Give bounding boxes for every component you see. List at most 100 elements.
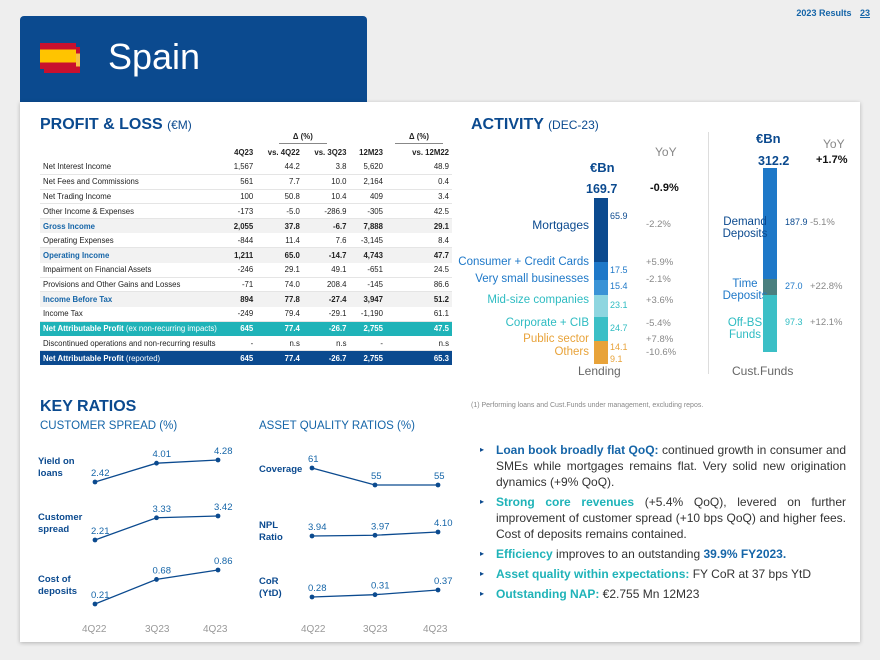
table-cell: 2,055 (225, 218, 257, 234)
table-cell: 50.8 (256, 189, 303, 205)
ratio-title: deposits (38, 586, 77, 597)
table-cell: 10.4 (302, 189, 350, 205)
lending-caption: Lending (578, 364, 621, 378)
table-cell: 42.5 (385, 203, 452, 219)
funds-yoy-header: YoY (823, 137, 845, 151)
table-cell: -844 (225, 233, 257, 249)
table-cell: 208.4 (302, 277, 350, 293)
table-cell: 10.0 (302, 174, 350, 190)
table-cell: 11.4 (256, 233, 303, 249)
lending-segment-value: 24.7 (610, 323, 628, 334)
table-cell: 29.1 (256, 262, 303, 278)
lending-yoy-header: YoY (655, 145, 677, 159)
row-label: Net Attributable Profit (43, 353, 124, 363)
row-label-cell: Operating Income (40, 247, 225, 263)
funds-segment-yoy: -5.1% (810, 217, 835, 229)
lending-segment-yoy: -2.1% (646, 274, 671, 285)
quarter-tick-label: 4Q22 (82, 624, 107, 635)
table-row: Net Trading Income 100 50.8 10.4 409 3.4 (40, 189, 452, 205)
table-cell: 2,164 (349, 174, 386, 190)
table-row: Net Attributable Profit (ex non-recurrin… (40, 321, 452, 336)
lending-segment-label: Mortgages (532, 218, 589, 232)
ratio-title: Cost of (38, 574, 72, 585)
table-cell: 5,620 (349, 159, 386, 175)
table-cell: 561 (225, 174, 257, 190)
column-header-row: 4Q23 vs. 4Q22 vs. 3Q23 12M23 vs. 12M22 (40, 145, 452, 160)
ratio-point (215, 567, 221, 573)
delta-header: Δ (%) (256, 131, 349, 145)
row-label: Income Before Tax (43, 294, 113, 304)
row-label: Income Tax (43, 309, 83, 319)
lending-total-yoy: -0.9% (650, 182, 679, 194)
bullet-item: Loan book broadly flat QoQ: continued gr… (480, 442, 846, 490)
lending-bar-segment (594, 262, 608, 280)
spain-flag-icon (40, 43, 80, 73)
ratio-title: spread (38, 524, 69, 535)
funds-segment-value: 27.0 (785, 280, 803, 291)
table-cell: -1,190 (349, 306, 386, 322)
lending-segment-value: 65.9 (610, 211, 628, 221)
row-label: Net Trading Income (43, 191, 112, 201)
row-label: Impairment on Financial Assets (43, 265, 152, 275)
table-cell: 86.6 (385, 277, 452, 293)
row-note: (ex non-recurring impacts) (125, 324, 217, 334)
pl-table: Δ (%) Δ (%) 4Q23 vs. 4Q22 vs. 3Q23 12M23 vs. 1… (40, 131, 452, 366)
bullet-highlight: Outstanding NAP: (496, 587, 600, 601)
lending-segment-value: 17.5 (610, 264, 628, 275)
row-label-cell: Net Attributable Profit (ex non-recurrin… (40, 321, 225, 336)
ratio-title: Customer (38, 512, 83, 523)
ratio-value-label: 0.68 (153, 565, 172, 576)
table-cell: 74.0 (256, 277, 303, 293)
ratio-value-label: 0.21 (91, 590, 110, 601)
table-cell: 47.5 (385, 321, 452, 336)
activity-divider (708, 132, 709, 374)
quarter-tick-label: 4Q22 (301, 624, 326, 635)
activity-footnote: (1) Performing loans and Cust.Funds unde… (471, 402, 704, 409)
table-cell: 49.1 (302, 262, 350, 278)
ratio-title: loans (38, 468, 63, 479)
row-label-cell: Income Tax (40, 306, 225, 322)
table-cell: -3,145 (349, 233, 386, 249)
lending-segment-label: Mid-size companies (487, 294, 589, 306)
table-cell: 2,755 (349, 350, 386, 366)
ratio-value-label: 3.94 (308, 522, 327, 533)
table-cell: 37.8 (256, 218, 303, 234)
ratio-title: CoR (259, 576, 279, 587)
funds-caption: Cust.Funds (732, 364, 794, 378)
activity-sub: (DEC-23) (548, 118, 599, 132)
funds-segment-label: Demand Deposits (722, 216, 768, 240)
row-label-cell: Provisions and Other Gains and Losses (40, 277, 225, 293)
table-cell: 7.6 (302, 233, 350, 249)
table-cell: -6.7 (302, 218, 350, 234)
table-cell: 51.2 (385, 291, 452, 307)
page-title: Spain (108, 36, 201, 77)
table-cell: 1,211 (225, 247, 257, 263)
bullet-text: continued growth in consumer and SMEs wh… (496, 443, 847, 489)
table-cell: 4,743 (349, 247, 386, 263)
table-cell: 44.2 (256, 159, 303, 175)
lending-total: 169.7 (586, 182, 618, 196)
table-cell: - (225, 335, 257, 352)
lending-segment-label: Very small businesses (475, 273, 589, 285)
lending-segment-label: Corporate + CIB (505, 317, 589, 329)
lending-bar-segment (594, 341, 608, 356)
column-header: vs. 12M22 (412, 147, 449, 157)
row-label-cell: Operating Expenses (40, 233, 225, 249)
bullet-item: Efficiency improves to an outstanding 39… (480, 546, 846, 562)
table-cell: -26.7 (302, 350, 350, 366)
table-row: Net Interest Income 1,567 44.2 3.8 5,620 48.9 (40, 159, 452, 175)
row-label: Net Fees and Commissions (43, 177, 139, 187)
lending-segment-yoy: -5.4% (646, 318, 671, 329)
bullet-highlight-2: 39.9% FY2023. (703, 547, 787, 561)
lending-segment-yoy: +3.6% (646, 295, 674, 306)
table-cell: -26.7 (302, 321, 350, 336)
quality-title: ASSET QUALITY RATIOS (%) (259, 420, 415, 432)
table-cell: -246 (225, 262, 257, 278)
row-label-cell: Net Interest Income (40, 159, 225, 175)
table-cell: 645 (225, 350, 257, 366)
delta-header: Δ (%) (386, 131, 452, 145)
table-row: Net Attributable Profit (reported) 645 77.… (40, 350, 452, 366)
table-cell: 3.4 (385, 189, 452, 205)
table-row: Operating Expenses -844 11.4 7.6 -3,145 8.4 (40, 233, 452, 249)
